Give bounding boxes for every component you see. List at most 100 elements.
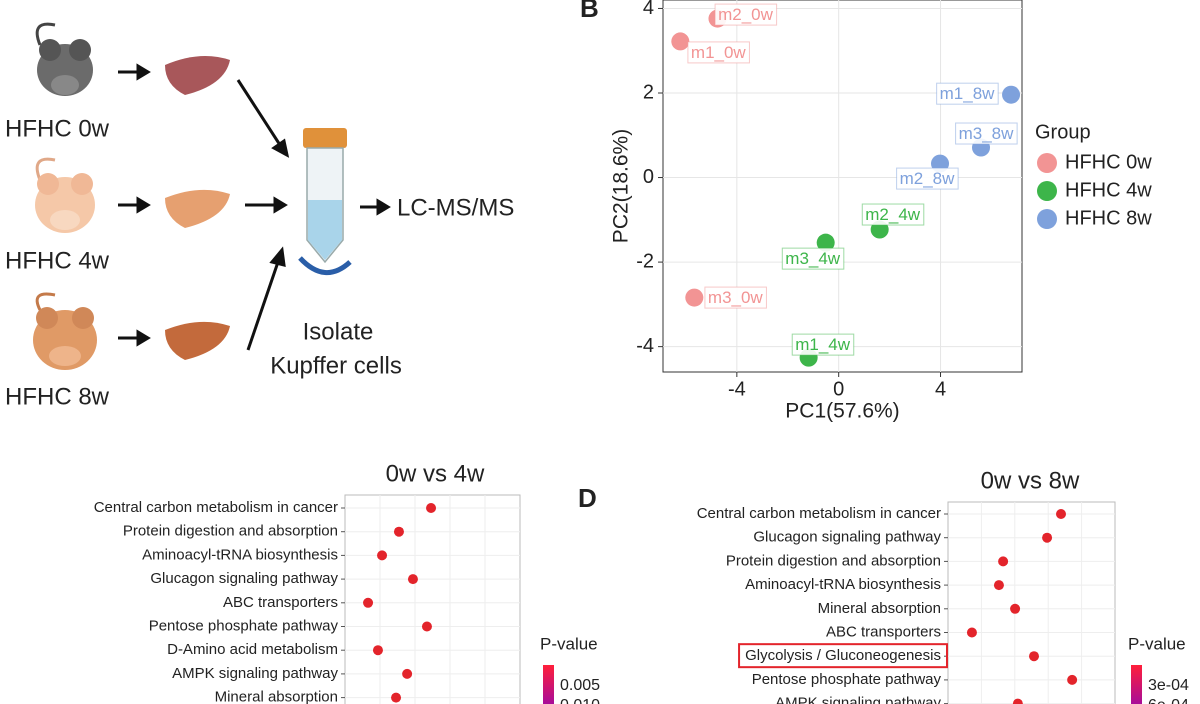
dot [966, 627, 977, 638]
legend-title: Group [1035, 121, 1091, 143]
colorbar [1131, 665, 1142, 704]
label-box [781, 247, 845, 270]
x-tick-label: -4 [728, 378, 746, 400]
category-label: Mineral absorption [818, 600, 941, 617]
group-label: HFHC 0w [5, 115, 110, 142]
dot [1042, 532, 1053, 543]
plot-area [947, 501, 1116, 704]
legend-label: HFHC 0w [1065, 151, 1152, 173]
point [1002, 85, 1021, 104]
dot [1012, 698, 1023, 704]
tube [298, 128, 352, 275]
panel-label: D [578, 483, 597, 513]
dot [377, 550, 388, 561]
dot [402, 668, 413, 679]
point [816, 233, 835, 252]
colorbar-label: 0.005 [560, 677, 600, 694]
x-axis-label: PC1(57.6%) [785, 400, 899, 423]
point-label: m3_4w [781, 247, 845, 270]
category-label: Glucagon signaling pathway [753, 529, 941, 546]
mouse-0w [35, 22, 93, 96]
category-label: AMPK signaling pathway [172, 665, 338, 682]
dot [372, 645, 383, 656]
colorbar-label: 0.010 [560, 697, 600, 704]
point-label-text: m3_8w [959, 124, 1015, 143]
category-label: D-Amino acid metabolism [167, 641, 338, 658]
category-label: Mineral absorption [215, 689, 338, 704]
dot [1010, 603, 1021, 614]
legend-label: HFHC 4w [1065, 179, 1152, 201]
category-label: AMPK signaling pathway [775, 695, 941, 704]
point-label-text: m2_0w [718, 5, 774, 24]
mouse-8w [33, 292, 97, 370]
legend-swatch [1037, 181, 1057, 201]
point [671, 32, 690, 51]
category-label: Pentose phosphate pathway [149, 617, 339, 634]
category-label: Central carbon metabolism in cancer [697, 505, 941, 522]
label-box [704, 286, 767, 309]
category-label: Aminoacyl-tRNA biosynthesis [745, 576, 941, 593]
label-box [687, 41, 750, 64]
legend-title: P-value [1128, 634, 1186, 653]
liver [165, 56, 230, 95]
label-box [896, 167, 959, 190]
step-label: Kupffer cells [270, 352, 402, 379]
y-tick-label: 2 [643, 81, 654, 103]
legend-title: P-value [540, 634, 598, 653]
category-label: Glycolysis / Gluconeogenesis [745, 647, 941, 664]
point-label: m1_8w [936, 82, 999, 105]
label-box [791, 333, 855, 356]
step-label: Isolate [303, 318, 374, 345]
dot [1067, 674, 1078, 685]
category-label: Glucagon signaling pathway [150, 570, 338, 587]
dot [426, 503, 437, 513]
category-label: Central carbon metabolism in cancer [94, 499, 338, 516]
point-label: m1_4w [791, 333, 855, 356]
dot [391, 692, 402, 703]
arrows [118, 63, 391, 351]
label-box [861, 203, 925, 226]
legend-label: HFHC 8w [1065, 207, 1152, 229]
dot [993, 580, 1004, 591]
liver [165, 189, 230, 228]
point-label-text: m1_8w [940, 84, 996, 103]
point-label: m3_0w [704, 286, 767, 309]
colorbar-label: 3e-04 [1148, 677, 1189, 694]
point-label-text: m1_0w [691, 43, 747, 62]
dot [1029, 651, 1040, 662]
dot [407, 574, 418, 585]
y-tick-label: -4 [636, 335, 654, 357]
chart-title: 0w vs 8w [981, 467, 1080, 494]
group-label: HFHC 8w [5, 383, 110, 410]
y-tick-label: -2 [636, 250, 654, 272]
label-box [936, 82, 999, 105]
point-label-text: m3_4w [785, 249, 841, 268]
label-box [714, 3, 778, 26]
point [685, 288, 704, 307]
legend-swatch [1037, 153, 1057, 173]
y-axis-label: PC2(18.6%) [610, 129, 633, 243]
dot [363, 597, 374, 608]
point-label-text: m3_0w [708, 288, 764, 307]
mouse-4w [35, 157, 95, 233]
point-label: m3_8w [955, 122, 1018, 145]
category-label: Pentose phosphate pathway [752, 671, 942, 688]
liver [165, 321, 230, 360]
dot [421, 621, 432, 632]
x-tick-label: 0 [833, 378, 844, 400]
panel-label: B [580, 0, 599, 23]
method-label: LC-MS/MS [397, 194, 514, 221]
diagram: HFHC 0w HFHC 4w HFHC 8w LC-MS/MS Isolate… [5, 22, 514, 410]
point-label-text: m1_4w [795, 335, 851, 354]
category-label: Protein digestion and absorption [123, 523, 338, 540]
chart-title: 0w vs 4w [386, 460, 485, 487]
dot [1056, 509, 1067, 519]
point-label: m2_8w [896, 167, 959, 190]
y-tick-label: 0 [643, 166, 654, 188]
plot-area [344, 494, 521, 704]
legend-swatch [1037, 209, 1057, 229]
point-label: m1_0w [687, 41, 750, 64]
category-label: Protein digestion and absorption [726, 552, 941, 569]
